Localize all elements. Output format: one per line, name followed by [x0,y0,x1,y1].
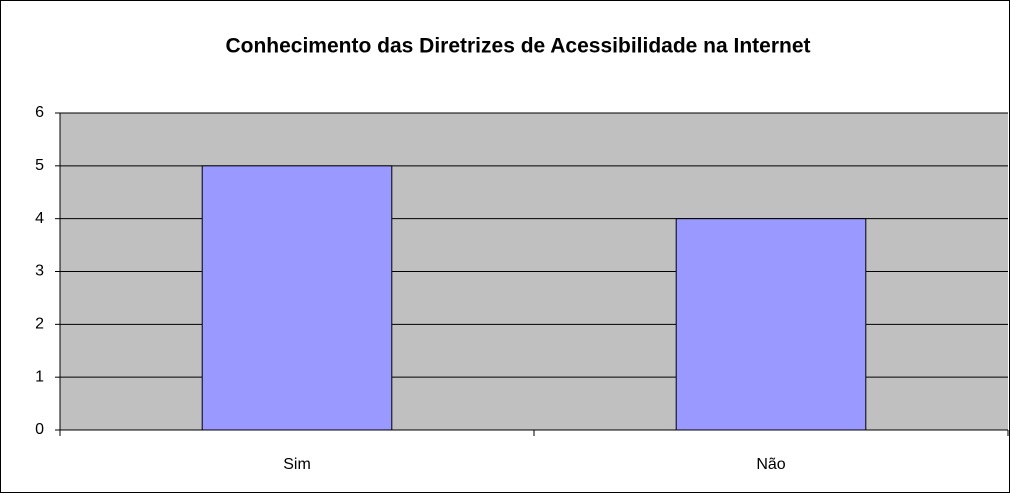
y-tick-label: 5 [35,157,44,174]
chart-title: Conhecimento das Diretrizes de Acessibil… [225,35,810,58]
y-tick-label: 1 [35,368,44,385]
y-tick-label: 2 [35,316,44,333]
bar [675,218,867,431]
y-tick-label: 4 [35,210,44,227]
y-tick-label: 0 [35,421,44,438]
bar [201,165,393,431]
x-tick-label: Não [756,456,785,473]
y-tick-label: 3 [35,263,44,280]
y-tick-label: 6 [35,104,44,121]
x-tick-label: Sim [283,456,311,473]
